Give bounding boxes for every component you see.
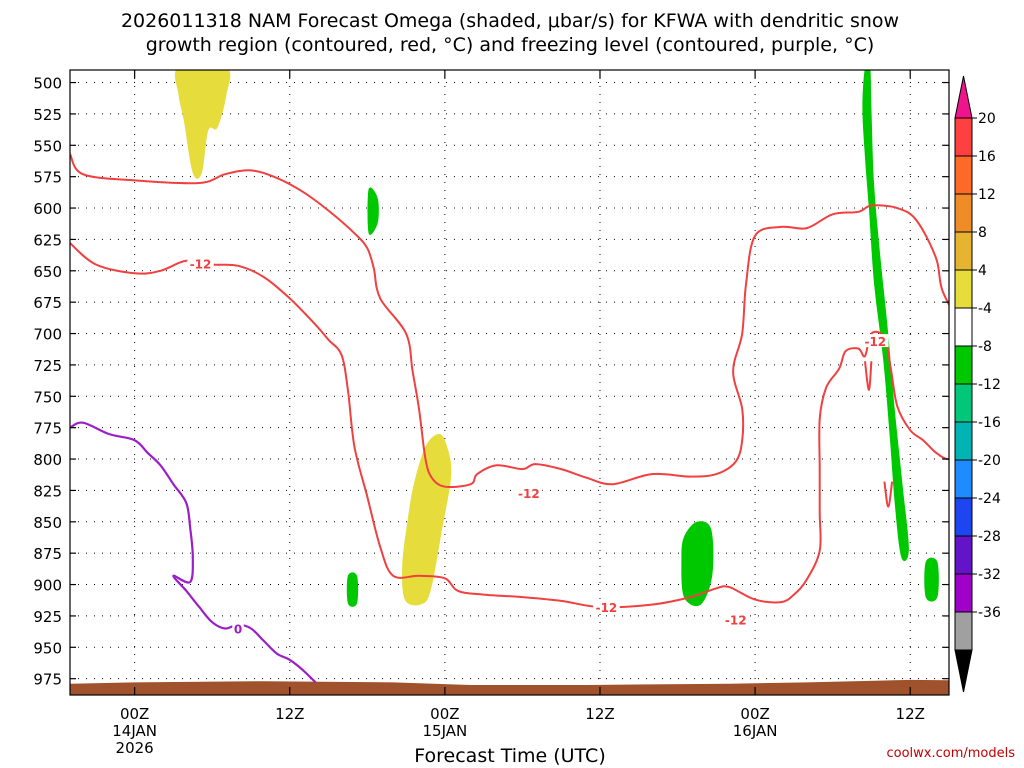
contour-label-bg [187, 256, 214, 270]
colorbar-top-arrow [954, 75, 973, 119]
contour-label-bg [515, 485, 543, 499]
contours [70, 153, 949, 684]
contour-label: -12 [596, 601, 618, 615]
colorbar-bin [954, 155, 973, 195]
colorbar-label: -4 [978, 301, 992, 317]
colorbar: 20 16 12 8 4 -4 -8 -12 -16 -20 -24 -28 -32 -36 [954, 75, 1001, 693]
omega-shade-negative [367, 187, 379, 235]
y-tick-label: 825 [33, 482, 62, 500]
ground-layer [70, 679, 949, 695]
dgz-contour [70, 242, 949, 609]
y-tick-label: 725 [33, 357, 62, 375]
colorbar-label: -12 [978, 377, 1001, 393]
x-tick-label: 16JAN [733, 722, 778, 740]
y-tick-label: 925 [33, 608, 62, 626]
contour-label-bg [722, 612, 749, 626]
y-axis: 500 525 550 575 600 625 650 675 700 725 750 775 800 8… [33, 75, 949, 689]
colorbar-label: 16 [978, 149, 996, 165]
colorbar-bin [954, 611, 973, 651]
y-tick-label: 650 [33, 263, 62, 281]
y-tick-label: 675 [33, 294, 62, 312]
colorbar-label: -28 [978, 529, 1001, 545]
contour-label-bg [862, 334, 889, 348]
colorbar-label: 20 [978, 111, 996, 127]
contour-label: -12 [190, 257, 212, 271]
y-tick-label: 600 [33, 200, 62, 218]
x-tick-label: 14JAN [112, 722, 157, 740]
grid [70, 70, 949, 695]
contour-label-bg [232, 621, 244, 635]
omega-shade-positive [174, 70, 231, 179]
y-tick-label: 950 [33, 639, 62, 657]
contour-labels: -12 -12 -12 -12 -12 0 [187, 256, 889, 636]
omega-shade-negative [346, 572, 359, 607]
contour-label: -12 [725, 614, 747, 628]
y-tick-label: 900 [33, 577, 62, 595]
omega-shade-negative [862, 70, 909, 562]
ground-surface [70, 679, 949, 695]
x-tick-label: 12Z [896, 705, 925, 723]
colorbar-bin [954, 497, 973, 537]
contour-label: -12 [864, 335, 886, 349]
y-tick-label: 750 [33, 388, 62, 406]
colorbar-label: 8 [978, 225, 987, 241]
x-tick-label: 12Z [585, 705, 614, 723]
colorbar-bin [954, 383, 973, 423]
x-tick-label: 2026 [116, 739, 154, 757]
colorbar-bin [954, 535, 973, 575]
colorbar-label: -8 [978, 339, 992, 355]
x-tick-label: 12Z [275, 705, 304, 723]
x-tick-label: 00Z [740, 705, 769, 723]
colorbar-label: -16 [978, 415, 1001, 431]
x-axis-title: Forecast Time (UTC) [414, 745, 605, 767]
y-tick-label: 625 [33, 231, 62, 249]
y-tick-label: 550 [33, 137, 62, 155]
dgz-contour [864, 361, 873, 391]
y-tick-label: 875 [33, 545, 62, 563]
colorbar-bin [954, 269, 973, 309]
colorbar-bin [954, 459, 973, 499]
colorbar-bin [954, 117, 973, 157]
x-tick-label: 00Z [430, 705, 459, 723]
contour-label: -12 [518, 487, 540, 501]
y-tick-label: 800 [33, 451, 62, 469]
colorbar-bin [954, 231, 973, 271]
colorbar-bottom-arrow [954, 649, 973, 693]
y-tick-label: 775 [33, 420, 62, 438]
colorbar-label: -20 [978, 453, 1001, 469]
colorbar-label: 12 [978, 187, 996, 203]
x-tick-label: 00Z [120, 705, 149, 723]
y-tick-label: 575 [33, 169, 62, 187]
omega-shade-negative [924, 557, 939, 602]
omega-shade-positive [402, 433, 452, 606]
y-tick-label: 700 [33, 326, 62, 344]
colorbar-bin [954, 193, 973, 233]
contour-label-bg [593, 600, 620, 614]
dgz-contour [883, 481, 894, 508]
colorbar-bin [954, 573, 973, 613]
colorbar-label: 4 [978, 263, 987, 279]
omega-shading [174, 70, 939, 607]
plot-frame [69, 69, 950, 696]
colorbar-label: -36 [978, 605, 1001, 621]
colorbar-bin [954, 345, 973, 385]
contour-label: 0 [234, 622, 242, 636]
y-tick-label: 525 [33, 106, 62, 124]
chart-title-line2: growth region (contoured, red, °C) and f… [146, 34, 875, 56]
colorbar-label: -32 [978, 567, 1001, 583]
watermark: coolwx.com/models [886, 746, 1015, 761]
colorbar-label: -24 [978, 491, 1001, 507]
omega-shade-negative [681, 521, 714, 607]
y-tick-label: 975 [33, 671, 62, 689]
dgz-contour [70, 153, 949, 489]
freezing-level-contour [70, 421, 317, 684]
y-tick-label: 500 [33, 75, 62, 93]
colorbar-bin [954, 307, 973, 347]
chart-title-line1: 2026011318 NAM Forecast Omega (shaded, μ… [121, 10, 899, 32]
colorbar-bin [954, 421, 973, 461]
x-tick-label: 15JAN [423, 722, 468, 740]
y-tick-label: 850 [33, 514, 62, 532]
